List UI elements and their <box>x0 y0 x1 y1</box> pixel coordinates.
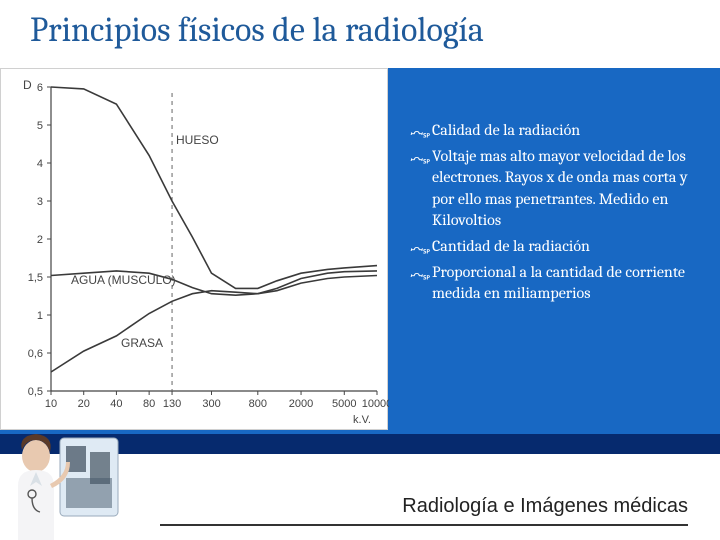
svg-text:2000: 2000 <box>289 398 313 410</box>
svg-text:4: 4 <box>37 158 43 170</box>
svg-text:GRASA: GRASA <box>121 336 163 350</box>
svg-text:0,6: 0,6 <box>28 348 43 360</box>
svg-text:k.V.: k.V. <box>353 414 371 426</box>
svg-text:20: 20 <box>78 398 90 410</box>
svg-text:HUESO: HUESO <box>176 133 219 147</box>
svg-text:0,5: 0,5 <box>28 386 43 398</box>
svg-text:3: 3 <box>37 196 43 208</box>
bullet-list: Calidad de la radiación Voltaje mas alto… <box>410 120 708 309</box>
svg-text:5000: 5000 <box>332 398 356 410</box>
svg-text:D: D <box>23 78 32 92</box>
bullet-item: Cantidad de la radiación <box>410 236 708 258</box>
svg-text:1,5: 1,5 <box>28 272 43 284</box>
attenuation-chart: 0,5 0,6 1 1,5 2 3 4 5 6D 10 20 40 80 130 300 800 2000 500… <box>0 68 388 430</box>
svg-text:80: 80 <box>143 398 155 410</box>
svg-text:130: 130 <box>163 398 181 410</box>
svg-text:800: 800 <box>249 398 267 410</box>
svg-text:AGUA (MUSCULO): AGUA (MUSCULO) <box>71 273 176 287</box>
svg-text:40: 40 <box>110 398 122 410</box>
svg-text:5: 5 <box>37 120 43 132</box>
footer-title: Radiología e Imágenes médicas <box>402 495 688 518</box>
svg-text:10000: 10000 <box>362 398 389 410</box>
svg-text:2: 2 <box>37 234 43 246</box>
svg-text:6: 6 <box>37 82 43 94</box>
svg-text:300: 300 <box>202 398 220 410</box>
bullet-item: Voltaje mas alto mayor velocidad de los … <box>410 146 708 232</box>
bullet-item: Calidad de la radiación <box>410 120 708 142</box>
page-title: Principios físicos de la radiología <box>30 10 484 50</box>
footer-underline <box>160 524 688 526</box>
svg-text:10: 10 <box>45 398 57 410</box>
svg-text:1: 1 <box>37 310 43 322</box>
bullet-item: Proporcional a la cantidad de corriente … <box>410 262 708 305</box>
doctor-illustration <box>0 440 140 540</box>
